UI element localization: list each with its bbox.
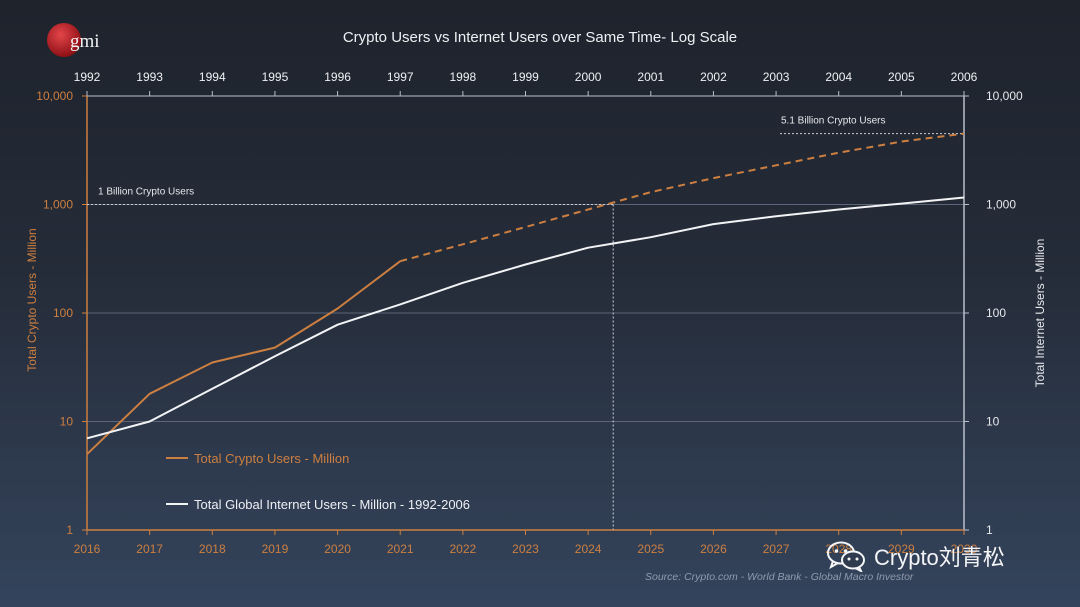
top-x-tick-label: 2003 [763,70,790,84]
legend-label-crypto: Total Crypto Users - Million [194,450,350,466]
legend: Total Crypto Users - Million Total Globa… [166,449,470,513]
top-x-tick-label: 2005 [888,70,915,84]
top-x-tick-label: 1993 [136,70,163,84]
top-x-tick-label: 2006 [951,70,978,84]
bottom-x-tick-label: 2030 [951,542,978,556]
left-y-tick-label: 10 [60,415,74,429]
left-y-axis: 1 10 100 1,000 10,000 [36,89,87,537]
right-y-tick-label: 1,000 [986,198,1016,212]
wechat-icon [827,541,865,572]
right-y-axis: 1 10 100 1,000 10,000 [964,89,1023,537]
top-x-axis: 1992 1993 1994 1995 1996 1997 1998 1999 2000 2001… [74,70,978,96]
gmi-logo: gmi [47,23,100,57]
top-x-tick-label: 1999 [512,70,539,84]
left-y-tick-label: 10,000 [36,89,73,103]
bottom-x-tick-label: 2025 [637,542,664,556]
annotation-5-1-billion: 5.1 Billion Crypto Users [781,116,885,127]
top-x-tick-label: 2004 [825,70,852,84]
chart-title: Crypto Users vs Internet Users over Same… [342,29,738,46]
bottom-x-tick-label: 2021 [387,542,414,556]
series-line-0 [86,260,401,455]
legend-swatch-crypto [166,457,188,459]
bottom-x-tick-label: 2022 [450,542,477,556]
series-line-1 [399,132,965,263]
bottom-x-tick-label: 2024 [575,542,602,556]
right-y-tick-label: 100 [986,306,1006,320]
legend-swatch-internet [166,503,188,505]
top-x-tick-label: 1992 [74,70,101,84]
top-x-tick-label: 2001 [637,70,664,84]
legend-item-crypto: Total Crypto Users - Million [166,449,470,467]
right-y-tick-label: 1 [986,523,993,537]
left-y-tick-label: 1 [66,523,73,537]
bottom-x-tick-label: 2020 [324,542,351,556]
top-x-tick-label: 2000 [575,70,602,84]
top-x-tick-label: 1996 [324,70,351,84]
right-y-tick-label: 10,000 [986,89,1023,103]
legend-label-internet: Total Global Internet Users - Million - … [194,496,471,512]
bottom-x-tick-label: 2027 [763,542,790,556]
top-x-tick-label: 1995 [262,70,289,84]
top-x-tick-label: 1998 [450,70,477,84]
right-y-tick-label: 10 [986,415,1000,429]
bottom-x-tick-label: 2026 [700,542,727,556]
bottom-x-tick-label: 2017 [136,542,163,556]
annotation-1-billion: 1 Billion Crypto Users [98,187,194,198]
watermark: Crypto刘青松 [826,540,1005,572]
left-y-axis-label: Total Crypto Users - Million [25,228,39,371]
series-lines [86,132,965,455]
bottom-x-tick-label: 2016 [74,542,101,556]
right-y-axis-label: Total Internet Users - Million [1033,239,1047,388]
series-line-2 [86,196,965,440]
reference-lines: 1 Billion Crypto Users 5.1 Billion Crypto… [87,116,964,530]
watermark-text: Crypto刘青松 [874,545,1005,570]
top-x-tick-label: 1994 [199,70,226,84]
legend-item-internet: Total Global Internet Users - Million - … [166,495,470,513]
bottom-x-tick-label: 2018 [199,542,226,556]
bottom-x-tick-label: 2019 [262,542,289,556]
source-note: Source: Crypto.com - World Bank - Global… [645,571,914,583]
bottom-x-axis: 2016 2017 2018 2019 2020 2021 2022 2023 2024 2025… [74,530,978,556]
logo-text: gmi [70,31,100,52]
logo-globe-icon [47,23,81,57]
bottom-x-tick-label: 2029 [888,542,915,556]
bottom-x-tick-label: 2023 [512,542,539,556]
left-y-tick-label: 1,000 [43,198,73,212]
top-x-tick-label: 1997 [387,70,414,84]
grid [87,204,964,422]
left-y-tick-label: 100 [53,306,73,320]
top-x-tick-label: 2002 [700,70,727,84]
